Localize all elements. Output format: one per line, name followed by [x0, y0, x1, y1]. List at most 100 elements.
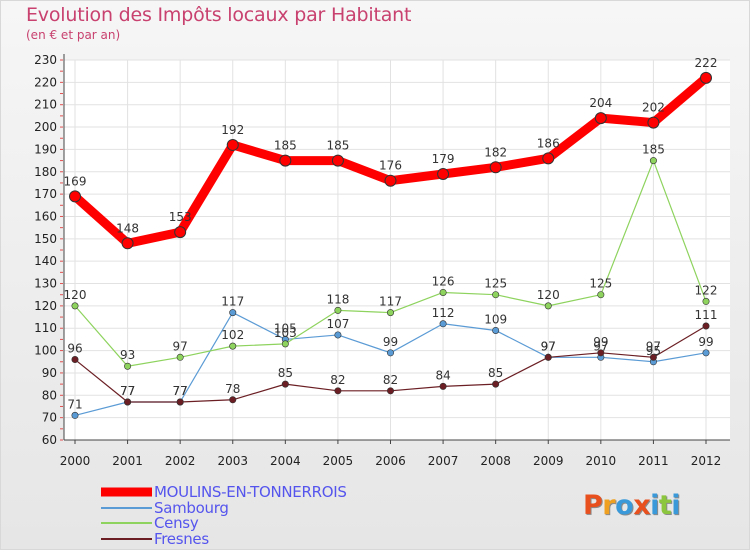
- data-label: 97: [173, 339, 188, 353]
- data-label: 202: [642, 101, 665, 115]
- data-label: 179: [432, 152, 455, 166]
- data-point: [542, 152, 555, 165]
- x-tick-label: 2008: [480, 454, 511, 468]
- chart-title: Evolution des Impôts locaux par Habitant: [26, 4, 412, 26]
- data-point: [121, 237, 134, 250]
- data-point: [386, 349, 394, 357]
- data-point: [174, 226, 187, 239]
- data-point: [439, 288, 447, 296]
- data-point: [386, 387, 394, 395]
- logo-letter: x: [633, 490, 651, 521]
- y-tick-label: 150: [34, 232, 57, 246]
- data-points: [69, 71, 712, 419]
- data-label: 109: [484, 312, 507, 326]
- data-point: [437, 168, 450, 180]
- y-tick-label: 110: [34, 321, 57, 335]
- legend-item-fresnes[interactable]: Fresnes: [100, 530, 209, 548]
- data-point: [281, 340, 289, 348]
- data-point: [71, 356, 79, 364]
- data-label: 71: [67, 397, 82, 411]
- data-label: 153: [169, 210, 192, 224]
- data-point: [71, 411, 79, 419]
- data-label: 185: [326, 139, 349, 153]
- data-label: 222: [695, 56, 718, 70]
- legend-item-moulins[interactable]: MOULINS-EN-TONNERROIS: [100, 483, 347, 501]
- data-point: [386, 309, 394, 317]
- data-point: [384, 174, 397, 187]
- y-tick-label: 180: [34, 165, 57, 179]
- logo-letter: i: [650, 490, 659, 521]
- data-label: 77: [173, 384, 188, 398]
- legend-item-censy[interactable]: Censy: [100, 514, 199, 532]
- data-point: [597, 291, 605, 299]
- data-label: 99: [383, 335, 398, 349]
- data-point: [229, 309, 237, 317]
- data-label: 118: [326, 292, 349, 306]
- data-point: [702, 349, 710, 357]
- data-label: 204: [589, 96, 612, 110]
- data-label: 82: [330, 373, 345, 387]
- data-point: [124, 362, 132, 370]
- y-tick-label: 230: [34, 53, 57, 67]
- logo-letter: r: [602, 490, 616, 521]
- data-point: [176, 353, 184, 361]
- legend-label: Censy: [154, 514, 199, 532]
- y-tick-label: 160: [34, 209, 57, 223]
- data-point: [647, 116, 660, 129]
- x-tick-label: 2006: [375, 454, 406, 468]
- data-label: 185: [642, 143, 665, 157]
- data-label: 126: [432, 274, 455, 288]
- x-tick-label: 2010: [586, 454, 617, 468]
- data-label: 82: [383, 373, 398, 387]
- data-point: [649, 157, 657, 165]
- data-point: [226, 138, 239, 151]
- data-label: 125: [589, 277, 612, 291]
- legend-item-sambourg[interactable]: Sambourg: [100, 499, 229, 517]
- y-tick-label: 60: [42, 433, 57, 447]
- data-label: 84: [435, 368, 450, 382]
- data-label: 185: [274, 139, 297, 153]
- legend-label: MOULINS-EN-TONNERROIS: [154, 483, 347, 501]
- data-point: [702, 297, 710, 305]
- data-label: 117: [379, 295, 402, 309]
- data-point: [281, 380, 289, 388]
- data-label: 105: [274, 321, 297, 335]
- x-tick-label: 2001: [112, 454, 143, 468]
- axes: 60 70 80 90 100 110 120 130 140 150 160 170 180 190 20…: [34, 53, 730, 468]
- y-tick-label: 130: [34, 277, 57, 291]
- data-label: 95: [646, 344, 661, 358]
- data-point: [492, 291, 500, 299]
- data-label: 96: [67, 342, 82, 356]
- x-tick-label: 2012: [691, 454, 722, 468]
- data-label: 111: [695, 308, 718, 322]
- data-label: 182: [484, 145, 507, 159]
- data-label: 107: [326, 317, 349, 331]
- data-point: [334, 387, 342, 395]
- logo-letter: t: [658, 490, 672, 521]
- logo-letter: P: [583, 490, 603, 521]
- data-point: [492, 326, 500, 334]
- data-point: [334, 306, 342, 314]
- y-tick-label: 220: [34, 75, 57, 89]
- legend-label: Sambourg: [154, 499, 229, 517]
- data-label: 99: [698, 335, 713, 349]
- x-tick-label: 2007: [428, 454, 459, 468]
- data-label: 93: [120, 348, 135, 362]
- data-point: [334, 331, 342, 339]
- data-point: [439, 382, 447, 390]
- data-label: 97: [541, 339, 556, 353]
- data-label: 117: [221, 295, 244, 309]
- legend-label: Fresnes: [154, 530, 209, 548]
- y-tick-label: 100: [34, 344, 57, 358]
- y-tick-label: 210: [34, 98, 57, 112]
- data-point: [544, 353, 552, 361]
- data-point: [492, 380, 500, 388]
- data-point: [279, 154, 292, 167]
- data-point: [229, 342, 237, 350]
- data-point: [69, 190, 81, 203]
- data-point: [439, 320, 447, 328]
- y-tick-label: 80: [42, 388, 57, 402]
- data-label: 77: [173, 384, 188, 398]
- data-label: 122: [695, 283, 718, 297]
